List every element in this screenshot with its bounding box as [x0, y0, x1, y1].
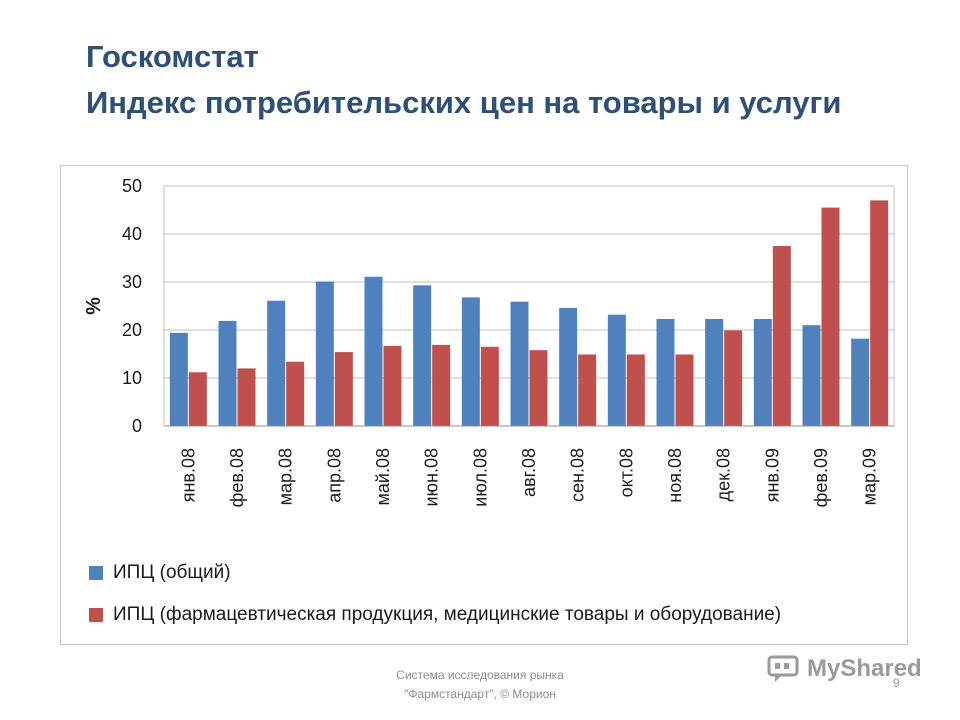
x-tick-label: фев.08: [227, 448, 247, 507]
footer-line-2: "Фармстандарт", © Морион: [404, 687, 556, 701]
page-number: 9: [893, 676, 900, 690]
bar-cpi-pharma-7: [529, 350, 548, 426]
bar-cpi-general-10: [656, 318, 675, 426]
legend-swatch-cpi-pharma: [89, 608, 103, 622]
bar-cpi-general-6: [461, 297, 480, 426]
bar-cpi-pharma-9: [626, 354, 645, 426]
bar-cpi-general-1: [218, 320, 237, 426]
bar-cpi-general-12: [753, 318, 772, 426]
bar-cpi-pharma-2: [286, 361, 305, 426]
bar-cpi-general-2: [267, 300, 286, 426]
x-tick-label: авг.08: [519, 448, 539, 497]
bar-cpi-general-13: [802, 325, 821, 426]
y-tick-label: 10: [122, 368, 142, 388]
bar-cpi-pharma-8: [578, 354, 597, 426]
chart-frame: 0 10 20 30 40 50% янв.08 фев.08 мар.08 апр.08 май.…: [60, 165, 908, 645]
x-tick-label: июн.08: [422, 448, 442, 507]
bar-cpi-pharma-12: [772, 246, 791, 426]
y-tick-label: 30: [122, 272, 142, 292]
x-tick-label: дек.08: [714, 448, 734, 501]
x-tick-label: апр.08: [324, 448, 344, 503]
x-tick-label: май.08: [373, 448, 393, 505]
watermark-text: MyShared: [807, 655, 922, 682]
legend-label-cpi-pharma: ИПЦ (фармацевтическая продукция, медицин…: [113, 604, 782, 625]
bar-cpi-general-14: [851, 338, 870, 426]
bar-cpi-general-4: [364, 276, 383, 426]
bar-chart: 0 10 20 30 40 50% янв.08 фев.08 мар.08 апр.08 май.…: [83, 176, 895, 507]
footer-caption: Система исследования рынка "Фармстандарт…: [330, 666, 630, 704]
x-tick-label: мар.08: [276, 448, 296, 505]
bar-cpi-general-11: [705, 318, 724, 426]
y-tick-label: 0: [132, 416, 142, 436]
x-tick-label: мар.09: [860, 448, 880, 505]
bar-cpi-general-9: [607, 314, 626, 426]
x-tick-label: окт.08: [616, 448, 636, 497]
bar-cpi-pharma-5: [432, 344, 451, 426]
x-tick-label: июл.08: [470, 448, 490, 507]
legend-label-cpi-general: ИПЦ (общий): [113, 562, 231, 583]
bar-cpi-pharma-0: [188, 372, 207, 426]
y-axis-label: %: [83, 297, 105, 315]
title-line-1: Госкомстат: [86, 39, 259, 74]
legend-swatch-cpi-general: [89, 566, 103, 580]
x-tick-label: янв.09: [762, 448, 782, 502]
bar-cpi-pharma-13: [821, 207, 840, 426]
page-title: Госкомстат Индекс потребительских цен на…: [86, 34, 841, 126]
x-tick-label: фев.09: [811, 448, 831, 507]
legend-item-cpi-general: ИПЦ (общий): [89, 562, 231, 584]
x-tick-label: ноя.08: [665, 448, 685, 503]
plot-area: [163, 185, 895, 427]
bar-cpi-pharma-4: [383, 345, 402, 426]
watermark-logo: MyShared: [767, 655, 922, 683]
bar-cpi-pharma-1: [237, 368, 256, 426]
footer-line-1: Система исследования рынка: [396, 668, 564, 682]
x-tick-label: янв.08: [178, 448, 198, 502]
bar-cpi-general-5: [413, 285, 432, 426]
bar-cpi-pharma-10: [675, 354, 694, 426]
legend-item-cpi-pharma: ИПЦ (фармацевтическая продукция, медицин…: [89, 604, 781, 626]
bar-cpi-pharma-14: [870, 200, 889, 426]
chat-bubble-icon: [767, 655, 799, 682]
y-tick-label: 50: [122, 176, 142, 196]
bar-cpi-general-3: [315, 281, 334, 426]
bar-cpi-general-8: [559, 307, 578, 426]
bar-cpi-pharma-3: [334, 352, 353, 426]
bar-cpi-general-0: [169, 332, 188, 426]
y-tick-label: 40: [122, 224, 142, 244]
y-tick-label: 20: [122, 320, 142, 340]
title-line-2: Индекс потребительских цен на товары и у…: [86, 85, 842, 120]
bar-cpi-pharma-11: [724, 330, 743, 426]
x-tick-label: сен.08: [568, 448, 588, 502]
bar-cpi-general-7: [510, 301, 529, 426]
bar-cpi-pharma-6: [480, 346, 499, 426]
